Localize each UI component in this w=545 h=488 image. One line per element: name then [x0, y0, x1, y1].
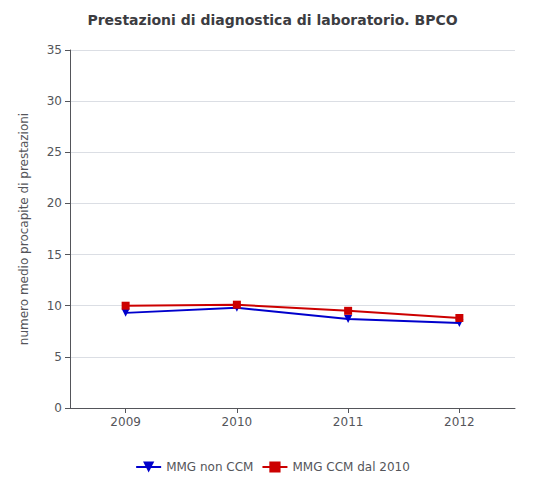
svg-text:10: 10: [47, 299, 62, 313]
svg-text:0: 0: [54, 401, 62, 415]
svg-text:MMG CCM dal 2010: MMG CCM dal 2010: [292, 460, 409, 474]
svg-text:Prestazioni di diagnostica di: Prestazioni di diagnostica di laboratori…: [87, 12, 457, 28]
svg-text:30: 30: [47, 94, 62, 108]
svg-text:MMG non CCM: MMG non CCM: [166, 460, 253, 474]
svg-text:2010: 2010: [222, 415, 253, 429]
svg-text:25: 25: [47, 145, 62, 159]
svg-text:2009: 2009: [110, 415, 141, 429]
svg-text:35: 35: [47, 43, 62, 57]
svg-text:15: 15: [47, 248, 62, 262]
svg-text:5: 5: [54, 350, 62, 364]
svg-text:numero medio procapite di pres: numero medio procapite di prestazioni: [17, 113, 31, 345]
svg-text:20: 20: [47, 196, 62, 210]
svg-text:2011: 2011: [333, 415, 364, 429]
svg-text:2012: 2012: [444, 415, 475, 429]
